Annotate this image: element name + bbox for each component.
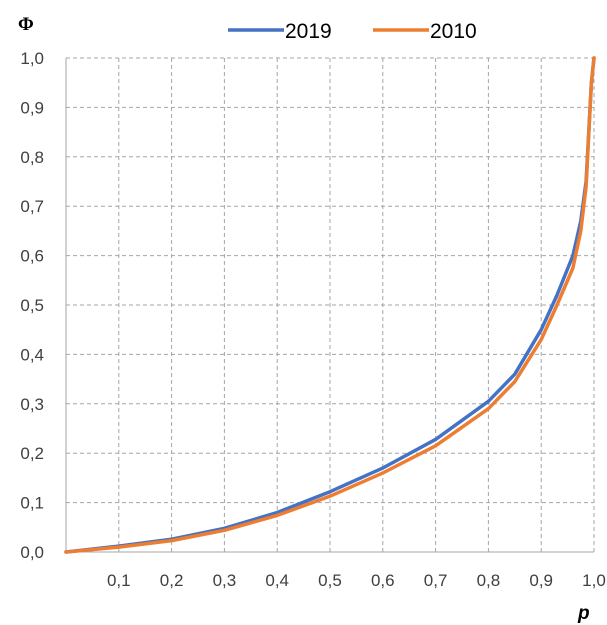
y-tick-label: 0,2	[20, 444, 44, 463]
y-tick-label: 0,6	[20, 247, 44, 266]
x-tick-label: 0,9	[529, 571, 553, 590]
x-tick-label: 0,2	[160, 571, 184, 590]
y-tick-label: 0,4	[20, 345, 44, 364]
y-tick-label: 1,0	[20, 49, 44, 68]
y-tick-labels: 0,0 0,1 0,2 0,3 0,4 0,5 0,6 0,7 0,8 0,9 1,0	[20, 49, 44, 562]
x-tick-label: 0,5	[318, 571, 342, 590]
legend: 2019 2010	[228, 20, 477, 43]
axes	[65, 58, 594, 553]
y-tick-label: 0,5	[20, 296, 44, 315]
grid	[66, 57, 595, 552]
x-tick-label: 0,7	[424, 571, 448, 590]
series-line-2010	[64, 56, 596, 554]
legend-label-2010: 2010	[430, 20, 477, 43]
x-tick-label: 0,1	[107, 571, 131, 590]
y-tick-label: 0,7	[20, 197, 44, 216]
y-tick-label: 0,1	[20, 494, 44, 513]
x-tick-label: 0,8	[477, 571, 501, 590]
y-tick-label: 0,8	[20, 148, 44, 167]
y-tick-label: 0,9	[20, 98, 44, 117]
y-axis-title: Φ	[18, 14, 34, 35]
x-tick-labels: 0,1 0,2 0,3 0,4 0,5 0,6 0,7 0,8 0,9 1,0	[107, 571, 606, 590]
x-tick-label: 0,6	[371, 571, 395, 590]
y-tick-label: 0,0	[20, 543, 44, 562]
y-tick-label: 0,3	[20, 395, 44, 414]
x-axis-title: p	[577, 603, 590, 624]
legend-label-2019: 2019	[285, 20, 332, 43]
series-group	[64, 56, 596, 554]
x-tick-label: 0,3	[213, 571, 237, 590]
x-tick-label: 1,0	[582, 571, 606, 590]
x-tick-label: 0,4	[265, 571, 289, 590]
